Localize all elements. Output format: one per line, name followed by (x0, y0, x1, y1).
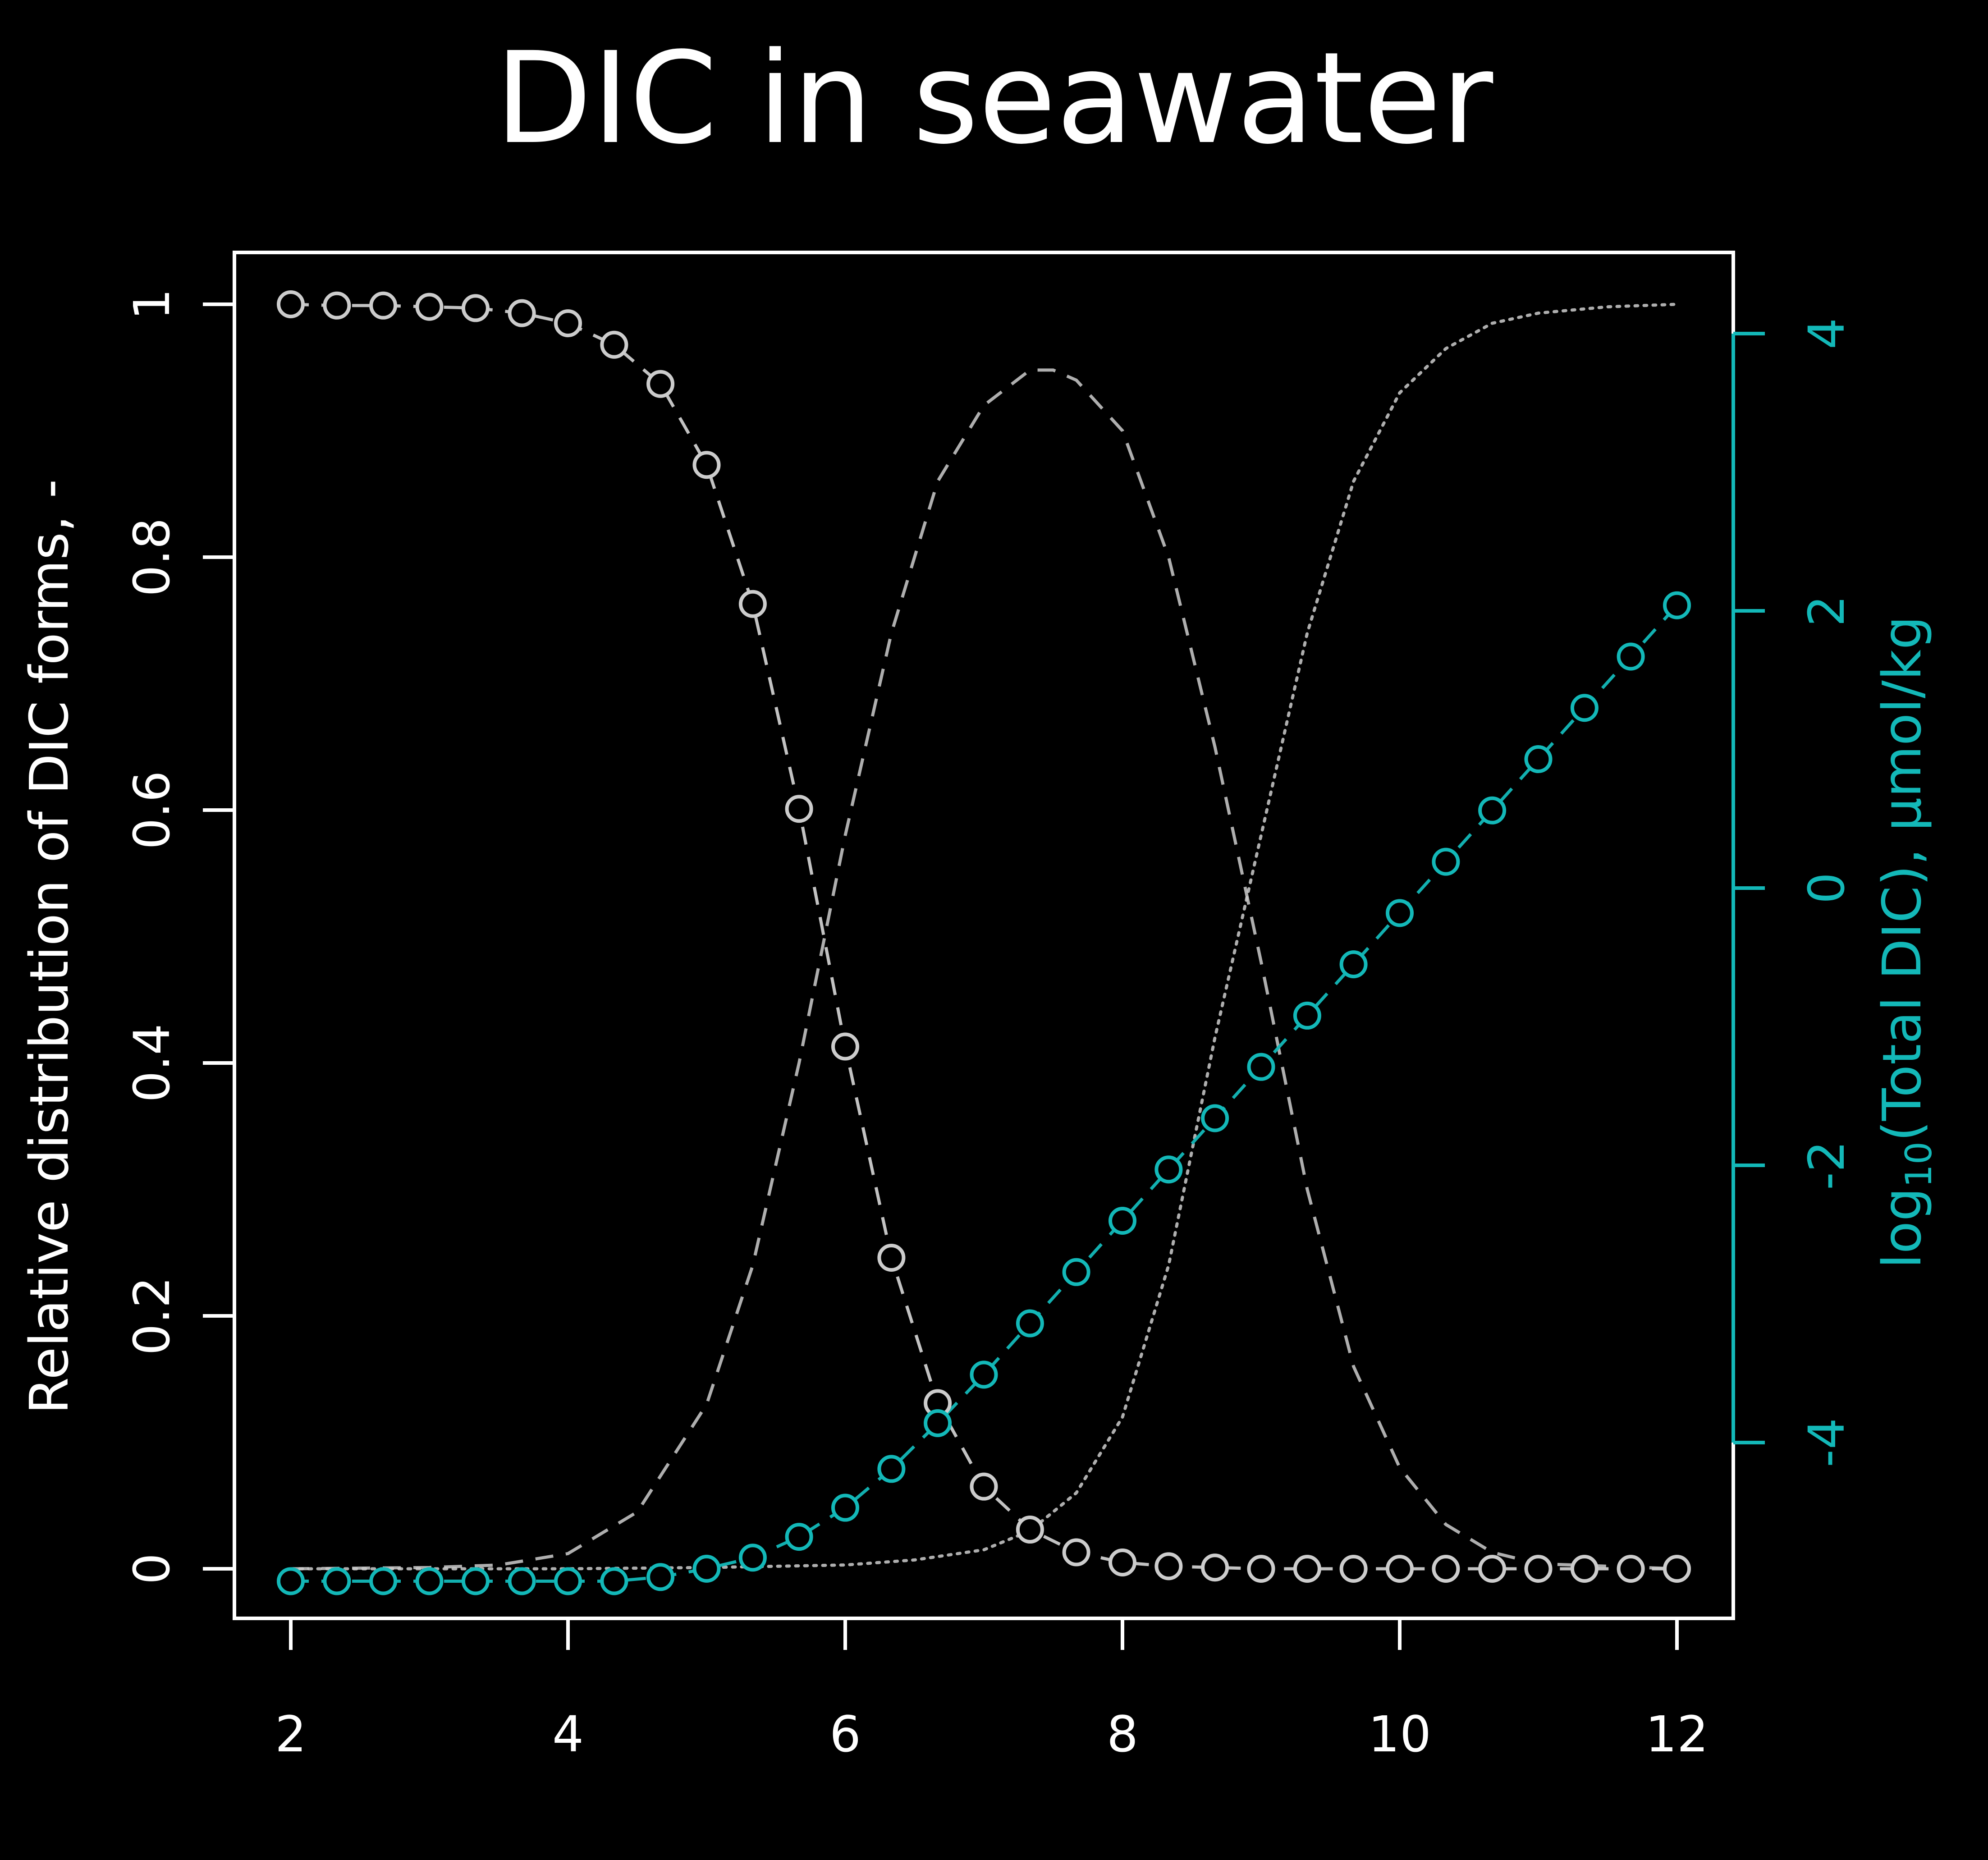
x-tick-label: 10 (1368, 1705, 1431, 1763)
y2-axis-label-subscript: 10 (1898, 1141, 1940, 1187)
y2-tick-label: 2 (1798, 595, 1855, 627)
series-1-point (1524, 1555, 1553, 1583)
series-1-point (831, 1032, 859, 1061)
series-4-point (1432, 848, 1460, 876)
x-tick-label: 6 (829, 1705, 861, 1763)
series-1-point (1432, 1555, 1460, 1583)
series-1-point (877, 1243, 906, 1272)
series-1-point (1154, 1552, 1183, 1581)
series-4-point (1293, 1001, 1321, 1030)
series-1-point (1478, 1555, 1507, 1583)
series-4-point (1247, 1053, 1275, 1081)
x-tick-label: 2 (275, 1705, 307, 1763)
series-1-point (415, 293, 444, 321)
series-1-point (1339, 1555, 1368, 1583)
series-1-point (692, 451, 721, 479)
series-1-point (1293, 1555, 1321, 1583)
left-axis: 0 0.2 0.4 0.6 0.8 1 (123, 289, 236, 1585)
series-4-point (738, 1544, 767, 1572)
series-points (277, 290, 1691, 1595)
y-axis-label: Relative distribution of DIC forms, - (18, 479, 80, 1414)
series-1-point (1109, 1548, 1136, 1576)
series-1-point (1570, 1555, 1599, 1583)
y2-axis-label-prefix: log (1871, 1187, 1933, 1269)
y-tick-label: 0.6 (123, 771, 181, 850)
series-4-point (1154, 1155, 1183, 1184)
series-4-point (1524, 745, 1553, 774)
x-tick-label: 12 (1645, 1705, 1709, 1763)
series-1-point (1201, 1553, 1229, 1582)
series-1-point (554, 309, 582, 338)
series-4-point (461, 1567, 490, 1595)
series-1-point (1386, 1555, 1414, 1583)
x-tick-label: 4 (552, 1705, 584, 1763)
series-4-point (415, 1567, 444, 1595)
series-3-line (289, 302, 1679, 1571)
series-1-point (600, 330, 628, 359)
y2-tick-label: -4 (1798, 1418, 1855, 1467)
series-4-point (785, 1523, 813, 1551)
y2-axis-label-suffix: (Total DIC), µmol/kg (1871, 616, 1933, 1141)
series-4-point (692, 1554, 721, 1583)
y2-tick-label: 0 (1798, 872, 1855, 904)
series-4-point (1570, 694, 1599, 722)
series-2-line (290, 368, 1677, 1571)
series-4-point (1617, 642, 1645, 671)
y-tick-label: 0 (123, 1553, 181, 1585)
series-1-point (1663, 1555, 1691, 1583)
series-4-point (924, 1409, 952, 1437)
series-4-point (323, 1567, 351, 1595)
series-4-point (1062, 1258, 1090, 1286)
series-4-point (831, 1493, 859, 1522)
series-4-point (600, 1567, 628, 1595)
series-4-point (1016, 1309, 1044, 1338)
series-4-point (1201, 1104, 1229, 1132)
series-1-point (1062, 1538, 1090, 1567)
y2-axis-label: log10(Total DIC), µmol/kg (1871, 616, 1940, 1269)
series-1-point (323, 291, 351, 320)
series-4-point (369, 1567, 398, 1595)
y-tick-label: 0.2 (123, 1277, 181, 1356)
series-4-point (1109, 1207, 1136, 1235)
series-1-point (1016, 1516, 1044, 1544)
series-1-point (970, 1472, 998, 1501)
series-1-point (646, 370, 675, 398)
series-4-point (970, 1361, 998, 1389)
series-1-point (508, 299, 536, 327)
series-1-point (369, 291, 398, 320)
x-tick-label: 8 (1107, 1705, 1138, 1763)
series-4-point (277, 1567, 305, 1595)
series-1-point (1247, 1555, 1275, 1583)
right-axis: -4 -2 0 2 4 (1731, 318, 1855, 1467)
y-tick-label: 0.4 (123, 1024, 181, 1103)
chart-title: DIC in seawater (495, 25, 1494, 172)
series-1-point (1617, 1555, 1645, 1583)
series-1-point (785, 795, 813, 823)
series-4-point (554, 1567, 582, 1595)
bottom-axis: 2 4 6 8 10 12 (275, 1617, 1709, 1763)
series-4-point (1663, 591, 1691, 619)
y-tick-label: 1 (123, 289, 181, 320)
series-4-point (877, 1455, 906, 1483)
y-tick-label: 0.8 (123, 518, 181, 597)
series-4-point (1478, 796, 1507, 825)
series-4-point (508, 1567, 536, 1595)
series-4-point (1386, 899, 1414, 927)
y2-tick-label: 4 (1798, 318, 1855, 349)
series-1-point (738, 590, 767, 618)
series-4-point (646, 1563, 675, 1591)
y2-tick-label: -2 (1798, 1141, 1855, 1190)
series-4-point (1339, 950, 1368, 979)
series-1-point (277, 290, 305, 318)
series-1-point (461, 294, 490, 322)
